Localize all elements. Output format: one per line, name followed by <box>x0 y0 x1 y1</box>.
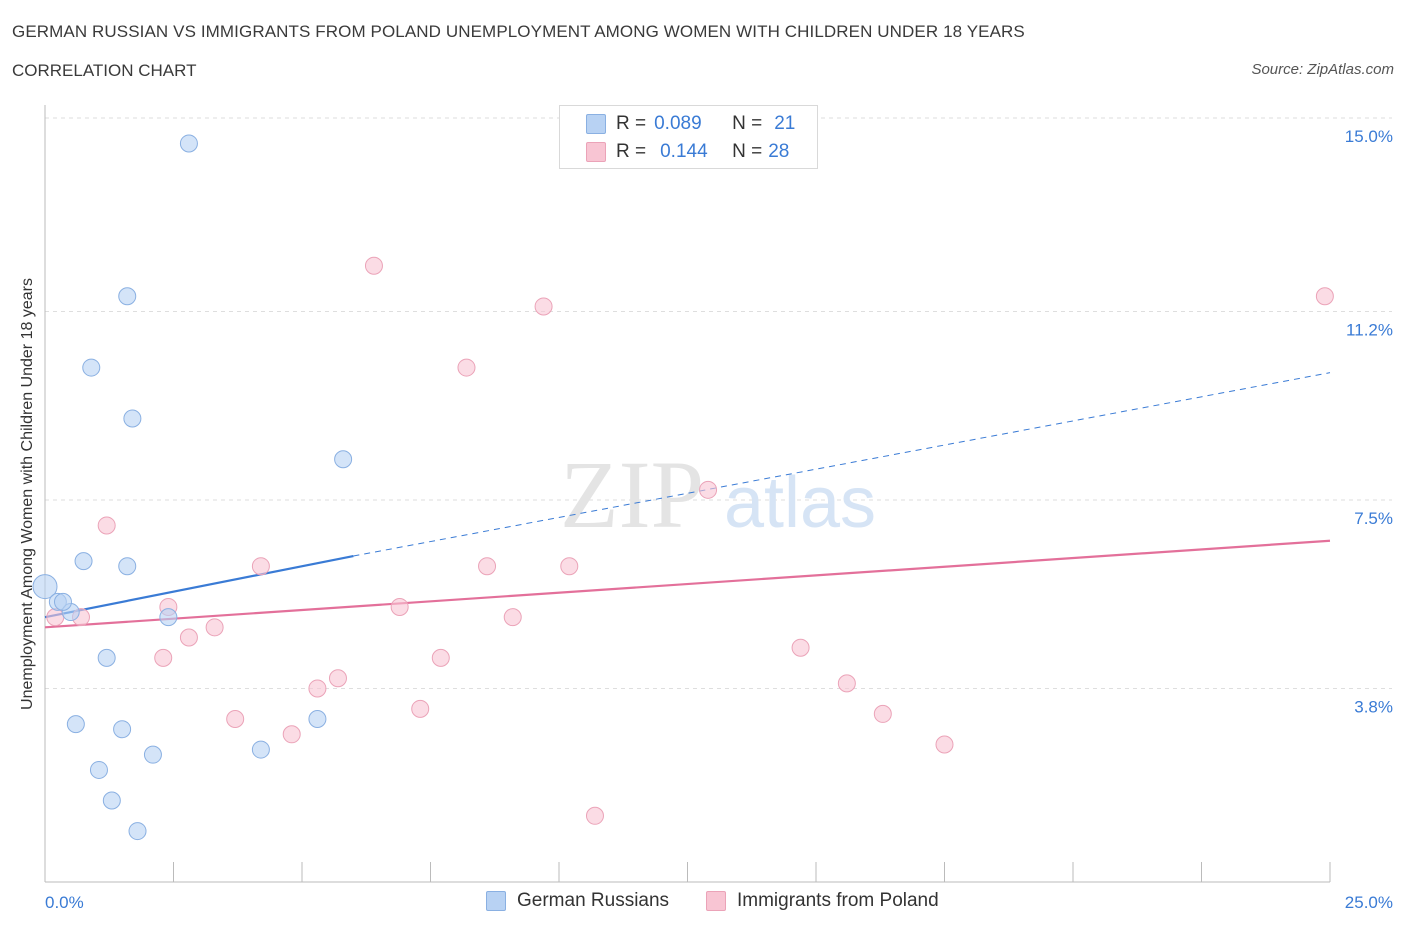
legend-swatch-blue <box>586 114 606 134</box>
data-point-immigrants-poland <box>282 725 301 744</box>
data-point-german-russians <box>159 608 178 627</box>
data-point-immigrants-poland <box>226 710 245 729</box>
watermark: ZIP atlas <box>560 441 876 548</box>
data-point-german-russians <box>66 715 85 734</box>
data-point-german-russians <box>118 557 137 576</box>
y-tick-label: 11.2% <box>1346 321 1393 340</box>
data-point-immigrants-poland <box>364 256 383 275</box>
grid-lines <box>45 117 1392 689</box>
watermark-atlas: atlas <box>724 463 876 543</box>
data-point-immigrants-poland <box>478 557 497 576</box>
data-point-german-russians <box>82 358 101 377</box>
data-point-immigrants-poland <box>205 618 224 637</box>
data-point-immigrants-poland <box>560 557 579 576</box>
chart-title: GERMAN RUSSIAN VS IMMIGRANTS FROM POLAND… <box>12 22 1025 41</box>
legend-swatch-blue <box>486 891 506 911</box>
legend-label-immigrants-poland: Immigrants from Poland <box>737 890 939 911</box>
trend-lines <box>44 372 1331 629</box>
data-point-german-russians <box>308 710 327 729</box>
legend-swatch-pink <box>586 142 606 162</box>
data-point-german-russians <box>74 552 93 571</box>
data-point-german-russians <box>118 287 137 306</box>
trend-line-german-russians <box>44 554 354 619</box>
data-point-immigrants-poland <box>411 699 430 718</box>
data-point-immigrants-poland <box>1315 287 1334 306</box>
data-point-german-russians <box>123 409 142 428</box>
data-point-immigrants-poland <box>699 480 718 499</box>
data-point-german-russians <box>89 760 108 779</box>
axes <box>44 105 1331 883</box>
data-point-immigrants-poland <box>154 648 173 667</box>
data-point-immigrants-poland <box>328 669 347 688</box>
data-point-immigrants-poland <box>308 679 327 698</box>
data-point-immigrants-poland <box>179 628 198 647</box>
y-tick-label: 3.8% <box>1354 697 1393 716</box>
data-point-german-russians <box>102 791 121 810</box>
legend-n-label: N = <box>732 141 763 162</box>
data-point-immigrants-poland <box>390 597 409 616</box>
legend-row-immigrants-poland: R = 0.144 N = 28 <box>586 140 789 164</box>
legend-item-immigrants-poland: Immigrants from Poland <box>706 890 939 912</box>
legend-r-label: R = <box>616 141 647 162</box>
legend-item-german-russians: German Russians <box>486 890 669 912</box>
legend-n-label: N = <box>732 113 763 134</box>
data-point-immigrants-poland <box>837 674 856 693</box>
data-point-german-russians <box>128 822 147 841</box>
data-point-immigrants-poland <box>791 638 810 657</box>
data-point-immigrants-poland <box>457 358 476 377</box>
data-point-immigrants-poland <box>585 806 604 825</box>
data-point-immigrants-poland <box>534 297 553 316</box>
stats-legend: R = 0.089 N = 21 R = 0.144 N = 28 <box>559 105 818 169</box>
tick-labels: 3.8% 7.5% 11.2% 15.0% 0.0% 25.0% <box>45 127 1393 912</box>
data-point-german-russians <box>53 592 72 611</box>
legend-n-value-blue: 21 <box>774 113 796 134</box>
trend-line-german-russians-extension <box>353 372 1331 557</box>
x-tick-label: 25.0% <box>1345 893 1393 912</box>
source-label: Source: ZipAtlas.com <box>1251 61 1394 78</box>
legend-swatch-pink <box>706 891 726 911</box>
data-points <box>32 134 1334 841</box>
legend-n-value-pink: 28 <box>768 141 790 162</box>
data-point-immigrants-poland <box>97 516 116 535</box>
data-point-immigrants-poland <box>431 648 450 667</box>
legend-r-value-pink: 0.144 <box>660 141 708 162</box>
x-tick-label: 0.0% <box>45 893 84 912</box>
legend-r-label: R = <box>616 113 647 134</box>
data-point-german-russians <box>251 740 270 759</box>
legend-row-german-russians: R = 0.089 N = 21 <box>586 112 795 136</box>
y-tick-label: 7.5% <box>1354 509 1393 528</box>
data-point-immigrants-poland <box>503 608 522 627</box>
data-point-german-russians <box>32 574 58 600</box>
data-point-german-russians <box>179 134 198 153</box>
data-point-immigrants-poland <box>935 735 954 754</box>
data-point-german-russians <box>97 648 116 667</box>
data-point-german-russians <box>143 745 162 764</box>
legend-r-value-blue: 0.089 <box>654 113 702 134</box>
data-point-immigrants-poland <box>873 704 892 723</box>
data-point-german-russians <box>113 720 132 739</box>
data-point-german-russians <box>334 450 353 469</box>
data-point-immigrants-poland <box>46 608 65 627</box>
data-point-immigrants-poland <box>251 557 270 576</box>
legend-label-german-russians: German Russians <box>517 890 670 911</box>
chart-subtitle: CORRELATION CHART <box>12 61 197 80</box>
y-tick-label: 15.0% <box>1345 127 1393 146</box>
trend-line-immigrants-poland <box>44 539 1331 629</box>
